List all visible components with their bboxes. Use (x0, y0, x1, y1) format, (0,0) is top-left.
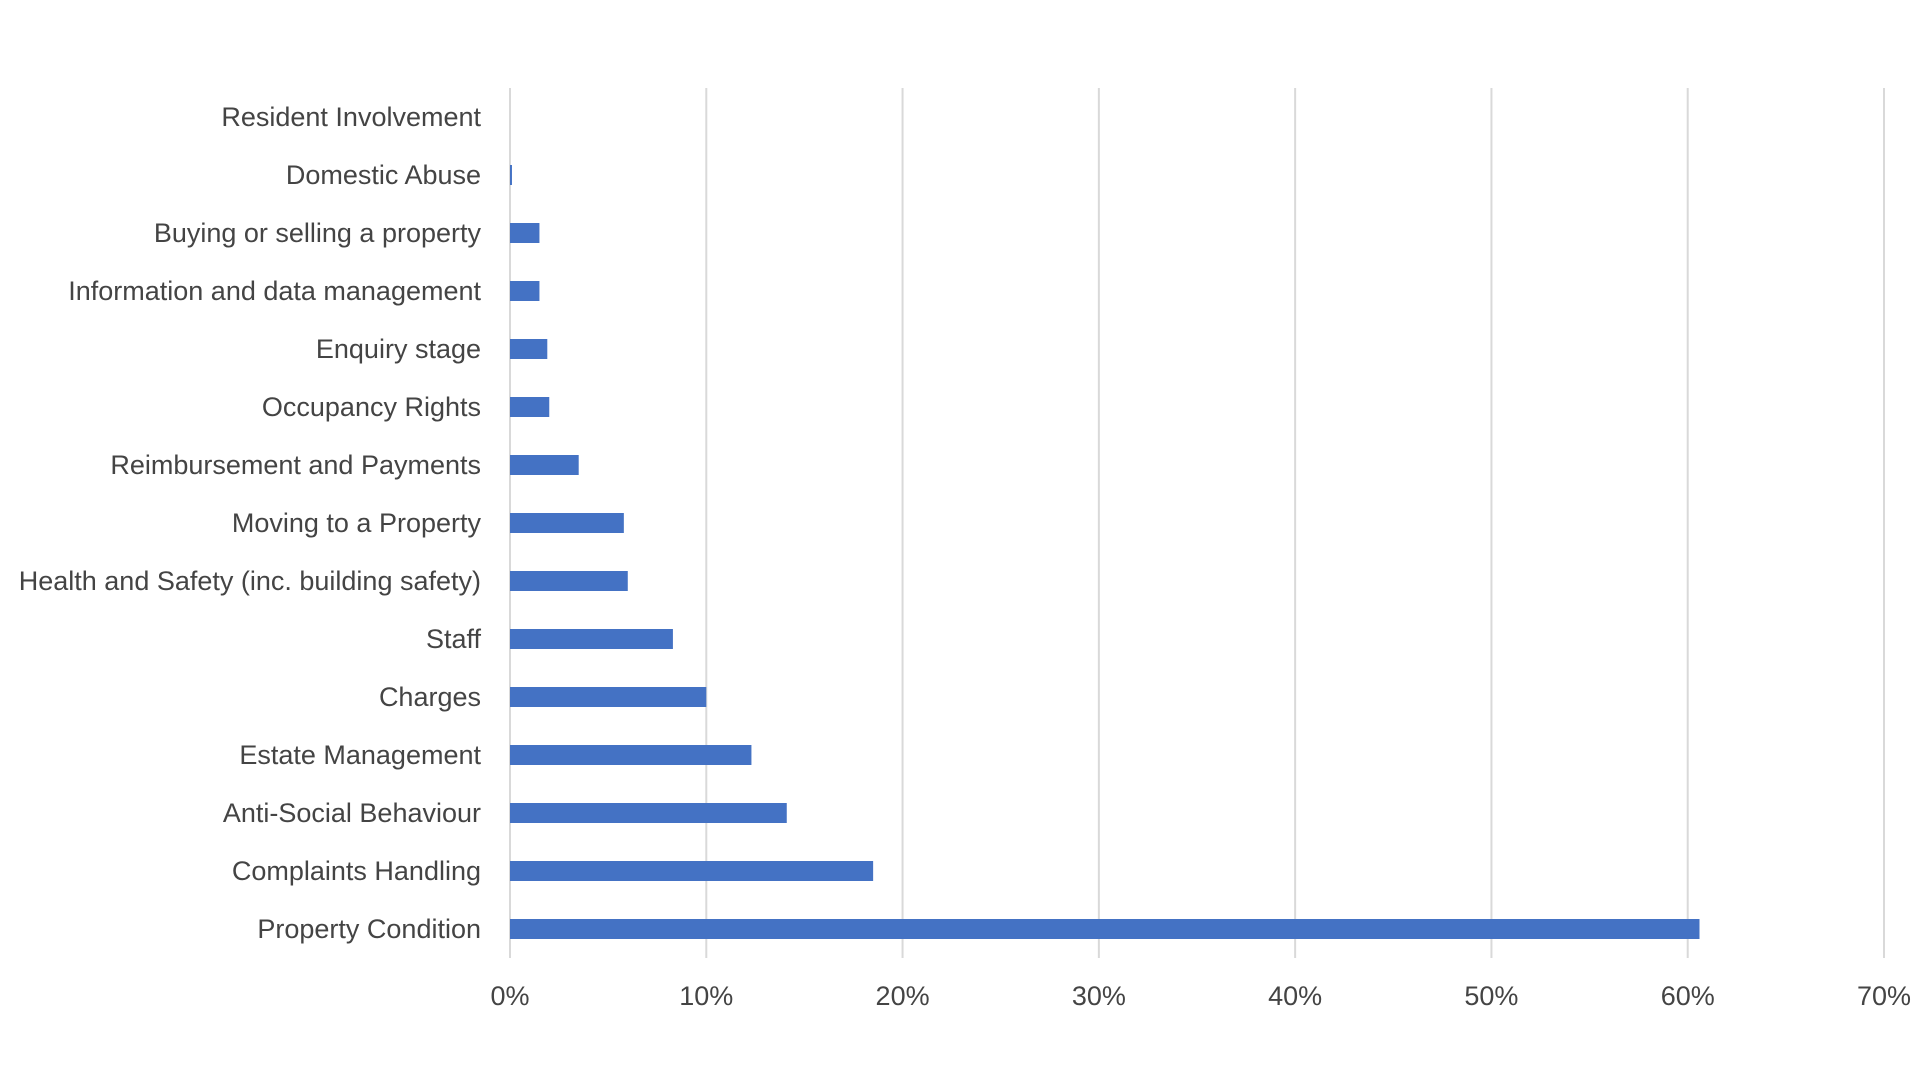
category-label: Domestic Abuse (286, 160, 481, 190)
bar (510, 919, 1700, 939)
x-tick-label: 20% (876, 981, 930, 1011)
gridlines (509, 88, 1885, 958)
bar (510, 455, 579, 475)
category-label: Information and data management (68, 276, 481, 306)
x-tick-label: 40% (1268, 981, 1322, 1011)
category-label: Estate Management (239, 740, 481, 770)
bar (510, 687, 707, 707)
category-label: Anti-Social Behaviour (223, 798, 481, 828)
x-tick-label: 10% (679, 981, 733, 1011)
bar (510, 629, 673, 649)
bars (510, 165, 1700, 939)
x-tick-label: 50% (1464, 981, 1518, 1011)
bar (510, 571, 628, 591)
category-labels: Resident Involvement Domestic Abuse Buying… (19, 102, 482, 944)
category-label: Charges (379, 682, 481, 712)
category-label: Health and Safety (inc. building safety) (19, 566, 481, 596)
category-label: Reimbursement and Payments (110, 450, 481, 480)
category-label: Moving to a Property (232, 508, 482, 538)
category-label: Resident Involvement (221, 102, 481, 132)
bar (510, 339, 548, 359)
x-tick-label: 30% (1072, 981, 1126, 1011)
bar (510, 745, 752, 765)
x-tick-label: 60% (1661, 981, 1715, 1011)
category-label: Buying or selling a property (154, 218, 482, 248)
category-label: Complaints Handling (232, 856, 481, 886)
bar (510, 165, 512, 185)
bar (510, 803, 787, 823)
category-label: Staff (426, 624, 482, 654)
category-label: Enquiry stage (316, 334, 481, 364)
bar (510, 513, 624, 533)
bar (510, 281, 540, 301)
category-label: Occupancy Rights (262, 392, 481, 422)
x-tick-labels: 0% 10% 20% 30% 40% 50% 60% 70% (490, 981, 1911, 1011)
bar (510, 861, 874, 881)
x-tick-label: 70% (1857, 981, 1911, 1011)
bar (510, 223, 540, 243)
bar (510, 397, 550, 417)
category-label: Property Condition (257, 914, 481, 944)
x-tick-label: 0% (490, 981, 529, 1011)
